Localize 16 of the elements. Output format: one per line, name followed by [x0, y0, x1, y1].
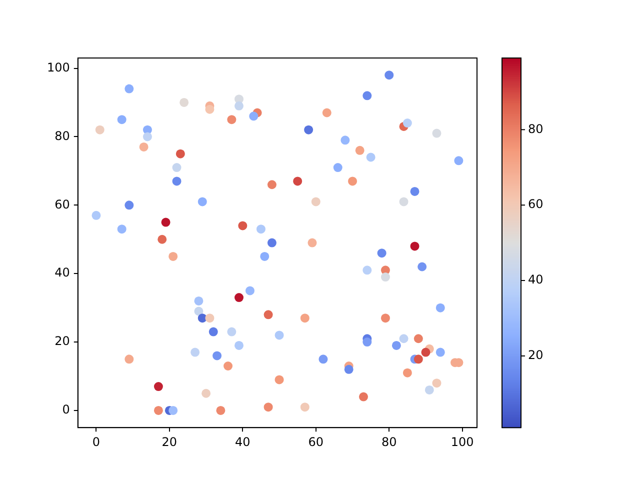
y-tick-label: 0	[62, 402, 70, 417]
x-tick-label: 80	[381, 434, 397, 449]
color-bar-label: 20	[528, 348, 544, 362]
color-bar-label: 80	[528, 122, 544, 136]
color-bar-label: 40	[528, 272, 544, 287]
y-tick-label: 100	[47, 60, 70, 74]
y-tick-label: 60	[54, 197, 70, 212]
x-tick-label: 100	[450, 434, 474, 449]
x-tick-label: 60	[308, 434, 324, 449]
color-bar-label: 60	[528, 197, 544, 212]
x-tick-label: 40	[235, 434, 250, 449]
y-tick-label: 40	[54, 266, 70, 280]
y-tick-label: 20	[54, 334, 70, 348]
x-tick-label: 20	[162, 434, 178, 449]
x-tick-label: 0	[92, 434, 100, 449]
y-tick-label: 80	[54, 128, 70, 143]
